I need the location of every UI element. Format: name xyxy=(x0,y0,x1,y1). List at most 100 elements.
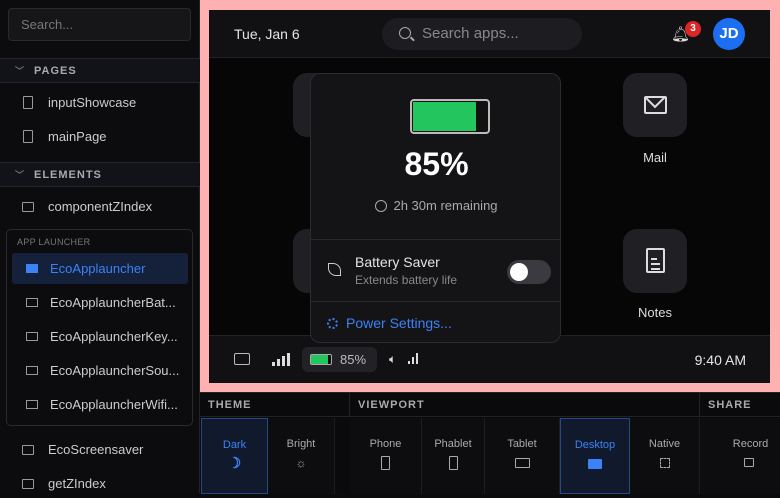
battery-icon xyxy=(410,99,490,134)
sidebar-item-inputshowcase[interactable]: inputShowcase xyxy=(0,89,200,117)
search-placeholder: Search apps... xyxy=(422,25,519,42)
fullscreen-icon xyxy=(659,458,670,468)
item-label: EcoScreensaver xyxy=(48,442,144,457)
power-settings-label: Power Settings... xyxy=(346,315,452,331)
clock: 9:40 AM xyxy=(694,352,746,368)
viewport-desktop-button[interactable]: Desktop xyxy=(560,418,630,494)
tile-label: Mail xyxy=(643,150,667,165)
viewport-phone-button[interactable]: Phone xyxy=(350,418,422,494)
button-label: Phablet xyxy=(434,438,472,450)
search-icon xyxy=(399,27,411,39)
tile-label: Notes xyxy=(638,305,672,320)
component-icon xyxy=(22,202,34,212)
sidebar-item-componentzindex[interactable]: componentZIndex xyxy=(0,193,200,221)
signal-icon[interactable] xyxy=(272,353,290,366)
battery-popup: 85% 2h 30m remaining Battery Saver Exten… xyxy=(310,73,561,343)
component-icon xyxy=(26,400,38,409)
component-icon xyxy=(26,298,38,307)
group-label: APP LAUNCHER xyxy=(17,237,91,247)
component-icon xyxy=(26,332,38,341)
sun-icon: ☼ xyxy=(295,456,307,470)
chevron-down-icon: ﹀ xyxy=(15,170,26,180)
tablet-icon xyxy=(514,458,530,468)
section-label: PAGES xyxy=(34,65,77,77)
sidebar-search-input[interactable]: Search... xyxy=(8,8,191,41)
button-label: Tablet xyxy=(507,438,537,450)
battery-button[interactable]: 85% xyxy=(302,347,377,372)
battery-saver-toggle[interactable] xyxy=(507,260,551,284)
item-label: EcoApplauncherKey... xyxy=(50,329,178,344)
app-launcher-group: APP LAUNCHER EcoApplauncher EcoApplaunch… xyxy=(6,229,193,426)
sidebar-item-ecoapplauncher-sound[interactable]: EcoApplauncherSou... xyxy=(12,355,188,386)
desktop-icon xyxy=(588,459,602,469)
clock-icon xyxy=(375,200,388,212)
theme-dark-button[interactable]: Dark ☽ xyxy=(201,418,268,494)
viewport-heading: VIEWPORT xyxy=(350,393,700,417)
sidebar-item-ecoscreensaver[interactable]: EcoScreensaver xyxy=(0,436,200,464)
item-label: EcoApplauncher xyxy=(50,261,146,276)
viewport-native-button[interactable]: Native xyxy=(630,418,700,494)
sidebar-item-ecoapplauncher-battery[interactable]: EcoApplauncherBat... xyxy=(12,287,188,318)
date-label: Tue, Jan 6 xyxy=(234,26,300,42)
taskbar: 85% 🔈︎ 9:40 AM xyxy=(209,335,770,383)
sidebar-item-ecoapplauncher-keyboard[interactable]: EcoApplauncherKey... xyxy=(12,321,188,352)
preview-toolbar: THEME VIEWPORT SHARE Dark ☽ Bright ☼ Phone… xyxy=(200,392,780,494)
battery-remaining: 2h 30m remaining xyxy=(311,198,560,213)
item-label: mainPage xyxy=(48,129,107,144)
power-settings-link[interactable]: Power Settings... xyxy=(327,315,452,331)
sidebar-item-ecoapplauncher-wifi[interactable]: EcoApplauncherWifi... xyxy=(12,389,188,420)
mail-icon xyxy=(644,96,667,114)
chevron-down-icon: ﹀ xyxy=(15,66,26,76)
item-label: EcoApplauncherWifi... xyxy=(50,397,178,412)
button-label: Dark xyxy=(222,439,247,451)
component-icon xyxy=(26,264,38,273)
button-label: Record xyxy=(732,438,769,450)
battery-percent: 85% xyxy=(404,146,469,182)
keyboard-icon[interactable] xyxy=(234,353,250,365)
sidebar-item-getzindex[interactable]: getZIndex xyxy=(0,470,200,498)
preview-frame: Tue, Jan 6 Search apps... 🔔︎ 3 JD Mail N… xyxy=(200,0,780,392)
volume-icon[interactable]: 🔈︎ xyxy=(389,352,397,366)
avatar[interactable]: JD xyxy=(713,18,745,50)
saver-subtitle: Extends battery life xyxy=(355,273,458,287)
sidebar-item-ecoapplauncher[interactable]: EcoApplauncher xyxy=(12,253,188,284)
moon-icon: ☽ xyxy=(227,455,242,472)
battery-icon xyxy=(310,354,332,365)
viewport-phablet-button[interactable]: Phablet xyxy=(422,418,485,494)
section-pages[interactable]: ﹀ PAGES xyxy=(0,58,200,83)
app-tile-mail[interactable] xyxy=(623,73,687,137)
battery-percent: 85% xyxy=(340,352,367,367)
component-icon xyxy=(22,445,34,455)
share-heading: SHARE xyxy=(700,393,780,417)
component-icon xyxy=(26,366,38,375)
notes-icon xyxy=(646,248,665,273)
item-label: getZIndex xyxy=(48,476,106,491)
volume-level-icon xyxy=(408,353,418,364)
item-label: inputShowcase xyxy=(48,95,137,110)
theme-bright-button[interactable]: Bright ☼ xyxy=(268,418,335,494)
button-label: Bright xyxy=(286,438,316,450)
viewport-tablet-button[interactable]: Tablet xyxy=(485,418,560,494)
battery-saver-row: Battery Saver Extends battery life xyxy=(311,239,560,302)
button-label: Desktop xyxy=(574,439,616,451)
gear-icon xyxy=(327,318,338,329)
item-label: componentZIndex xyxy=(48,199,153,214)
button-label: Native xyxy=(648,438,681,450)
file-icon xyxy=(23,96,33,109)
item-label: EcoApplauncherSou... xyxy=(50,363,180,378)
phone-icon xyxy=(381,456,390,470)
file-icon xyxy=(23,130,33,143)
app-search-input[interactable]: Search apps... xyxy=(382,18,582,50)
section-elements[interactable]: ﹀ ELEMENTS xyxy=(0,162,200,187)
app-header: Tue, Jan 6 Search apps... 🔔︎ 3 JD xyxy=(209,10,770,58)
sidebar-item-mainpage[interactable]: mainPage xyxy=(0,123,200,151)
sidebar: Search... ﹀ PAGES inputShowcase mainPage … xyxy=(0,0,200,493)
notification-badge: 3 xyxy=(685,21,701,37)
leaf-icon xyxy=(328,263,341,276)
share-record-button[interactable]: Record xyxy=(701,418,780,494)
component-icon xyxy=(22,479,34,489)
theme-heading: THEME xyxy=(200,393,350,417)
remaining-text: 2h 30m remaining xyxy=(393,198,498,213)
item-label: EcoApplauncherBat... xyxy=(50,295,176,310)
app-tile-notes[interactable] xyxy=(623,229,687,293)
